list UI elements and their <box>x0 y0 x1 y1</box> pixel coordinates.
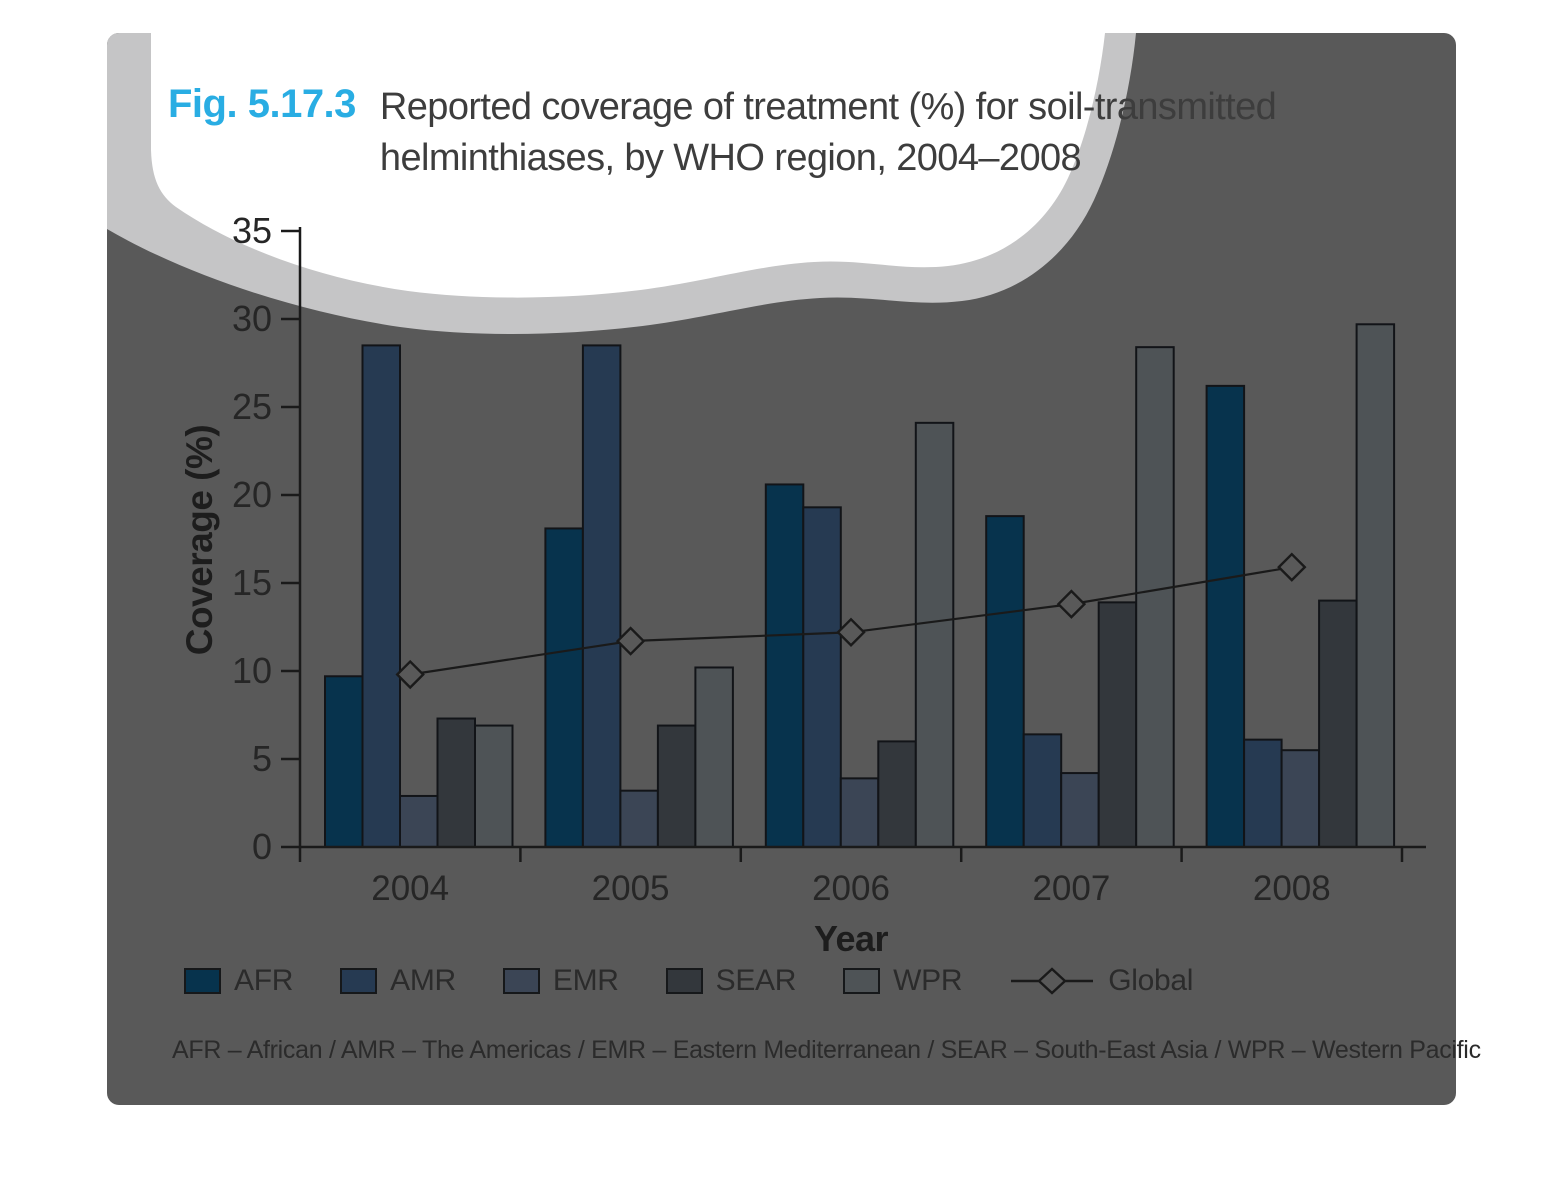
global-marker-2008 <box>1277 552 1307 582</box>
legend-item-EMR: EMR <box>502 964 619 998</box>
legend-label-AFR: AFR <box>234 964 294 997</box>
footnote: AFR – African / AMR – The Americas / EMR… <box>172 1036 1481 1064</box>
figure-title-line1: Reported coverage of treatment (%) for s… <box>379 86 1277 128</box>
bar-groups <box>324 323 1396 849</box>
x-tick-label-2006: 2006 <box>812 869 890 908</box>
y-axis-title: Coverage (%) <box>179 424 220 656</box>
legend-label-SEAR: SEAR <box>715 964 797 997</box>
y-tick-label: 0 <box>252 826 272 867</box>
global-marker-icon <box>1011 967 1094 995</box>
x-tick-label-2004: 2004 <box>371 869 449 908</box>
figure-title-line2: helminthiases, by WHO region, 2004–2008 <box>379 136 1082 179</box>
x-axis-title: Year <box>813 918 889 959</box>
legend-swatch-SEAR <box>665 968 703 994</box>
legend-item-Global: Global <box>1009 964 1193 998</box>
bar-WPR-2007 <box>1135 346 1175 848</box>
figure-title: Reported coverage of treatment (%) for s… <box>379 82 1277 184</box>
legend-label-AMR: AMR <box>390 964 456 997</box>
bar-EMR-2004 <box>399 794 439 849</box>
y-tick-label: 25 <box>232 386 272 427</box>
bar-EMR-2007 <box>1060 772 1100 849</box>
y-tick-label: 5 <box>252 738 272 779</box>
bar-AMR-2006 <box>802 506 842 848</box>
bar-AFR-2005 <box>544 527 584 848</box>
bar-AMR-2005 <box>581 344 622 848</box>
legend-swatch-AFR <box>184 968 221 994</box>
bar-SEAR-2004 <box>436 717 476 849</box>
bar-AFR-2004 <box>324 675 364 849</box>
y-tick-label: 20 <box>232 474 272 515</box>
y-tick-label: 35 <box>232 210 272 251</box>
bar-AFR-2006 <box>764 483 805 848</box>
global-marker-2004 <box>395 659 425 690</box>
legend-item-AFR: AFR <box>184 964 293 998</box>
x-tick-label-2007: 2007 <box>1032 869 1110 908</box>
legend-item-AMR: AMR <box>340 964 456 998</box>
figure-title-block: Fig. 5.17.3 Reported coverage of treatme… <box>168 82 1408 184</box>
legend: AFR AMR EMR SEAR WPR Global <box>184 964 1193 998</box>
y-tick-label: 15 <box>232 562 272 603</box>
figure-number-label: Fig. 5.17.3 <box>168 82 356 126</box>
legend-label-Global: Global <box>1108 964 1194 997</box>
bar-EMR-2008 <box>1280 749 1321 849</box>
bar-SEAR-2005 <box>656 724 697 848</box>
legend-label-WPR: WPR <box>893 964 963 997</box>
x-tick-label-2008: 2008 <box>1253 869 1331 908</box>
axes <box>281 227 1426 862</box>
bar-AMR-2008 <box>1243 738 1283 849</box>
legend-item-WPR: WPR <box>843 964 963 998</box>
bar-SEAR-2007 <box>1097 601 1138 848</box>
bar-WPR-2004 <box>474 724 514 848</box>
legend-label-EMR: EMR <box>552 964 619 997</box>
bar-EMR-2005 <box>619 789 659 848</box>
y-tick-label: 30 <box>232 298 272 339</box>
y-tick-label: 10 <box>232 650 272 691</box>
bar-AFR-2007 <box>985 515 1025 848</box>
bar-EMR-2006 <box>839 777 880 848</box>
global-marker-2005 <box>615 626 646 656</box>
bar-WPR-2008 <box>1355 323 1396 848</box>
global-marker-2007 <box>1056 589 1087 619</box>
bar-AFR-2008 <box>1205 384 1246 848</box>
legend-swatch-EMR <box>502 968 540 994</box>
title-cloud <box>107 33 1136 334</box>
legend-swatch-WPR <box>843 968 881 994</box>
bar-WPR-2006 <box>914 421 955 848</box>
legend-swatch-AMR <box>340 968 378 994</box>
bar-AMR-2007 <box>1022 733 1063 848</box>
bar-AMR-2004 <box>361 344 401 848</box>
bar-SEAR-2006 <box>877 740 917 849</box>
x-tick-label-2005: 2005 <box>592 869 670 908</box>
legend-item-SEAR: SEAR <box>665 964 797 998</box>
cloud-white <box>151 33 1105 298</box>
bar-WPR-2005 <box>694 666 734 848</box>
bar-SEAR-2008 <box>1318 599 1358 848</box>
global-marker-2006 <box>836 617 866 647</box>
